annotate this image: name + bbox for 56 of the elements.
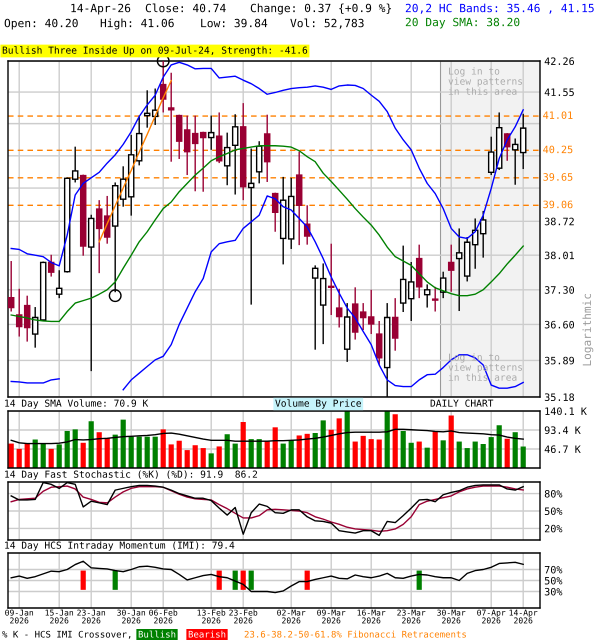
text: Bullish Three Inside Up on 09-Jul-24, Strength: -41.6	[2, 46, 308, 56]
y-tick-label: 93.4 K	[544, 426, 581, 434]
text: Change: 0.37 {+0.9 %}	[250, 4, 392, 14]
text: Close: 40.74	[146, 4, 226, 12]
x-tick-label: 06-Feb 2026	[149, 609, 178, 624]
x-tick-label: 23-Jan 2026	[77, 610, 106, 624]
x-tick-label: 14-Apr 2026	[510, 610, 538, 624]
chart-title: 14 Day SMA Volume: 70.9 K	[5, 399, 148, 409]
text: Volume By Price	[275, 399, 361, 409]
y-axis-title: Logarithmic	[582, 294, 594, 366]
x-tick-label: 13-Feb 2026	[198, 609, 226, 624]
y-tick-label: 41.55	[544, 88, 574, 96]
x-tick-label: 09-Mar 2026	[317, 610, 346, 624]
y-tick-label: 42.26	[544, 57, 574, 66]
text: Open: 40.20	[4, 18, 78, 30]
x-tick-label: 23-Feb 2026	[229, 609, 258, 624]
text: Vol: 52,783	[290, 18, 364, 29]
ref-line-label: 40.25	[543, 146, 572, 154]
text: 20,2 HC Bands: 35.46 , 41.15	[406, 4, 594, 14]
annotation: Log in to view patterns in this area	[448, 67, 522, 95]
y-tick-label: 50%	[544, 507, 562, 516]
y-tick-label: 50%	[544, 576, 562, 585]
text: 14-Apr-26	[71, 4, 130, 14]
x-tick-label: 30-Jan 2026	[117, 610, 146, 624]
ref-line-label: 41.01	[543, 111, 572, 119]
x-tick-label: 23-Mar 2026	[397, 610, 426, 624]
ref-line-label: 39.06	[543, 200, 573, 208]
x-tick-label: 09-Jan 2026	[5, 610, 34, 624]
text: Bearish	[188, 630, 226, 638]
y-tick-label: 80%	[544, 490, 562, 498]
y-tick-label: 36.60	[544, 320, 574, 329]
y-tick-label: 46.7 K	[544, 445, 581, 454]
y-tick-label: 38.01	[544, 252, 574, 260]
x-tick-label: 07-Apr 2026	[477, 610, 506, 624]
text: DAILY CHART	[430, 400, 494, 407]
chart-title: 14 Day HCS Intraday Momentum (IMI): 79.4	[5, 541, 234, 551]
y-tick-label: 70%	[544, 566, 562, 574]
y-tick-label: 140.1 K	[545, 407, 587, 416]
chart-title: 14 Day Fast Stochastic (%K) (%D): 91.9 86.2	[5, 470, 258, 480]
text: 20 Day SMA: 38.20	[406, 18, 520, 28]
x-tick-label: 02-Mar 2026	[277, 610, 306, 624]
y-tick-label: 37.30	[544, 286, 574, 294]
text: 23.6-38.2-50-61.8% Fibonacci Retracements	[244, 630, 466, 638]
text: High: 41.06	[100, 18, 174, 30]
text: Bullish	[138, 630, 176, 638]
y-tick-label: 35.18	[544, 393, 574, 402]
ref-line-label: 39.65	[543, 173, 572, 181]
x-tick-label: 16-Mar 2026	[358, 610, 386, 624]
text: Low: 39.84	[201, 18, 268, 28]
y-tick-label: 38.72	[544, 218, 574, 226]
x-tick-label: 15-Jan 2026	[46, 610, 74, 624]
y-tick-label: 35.89	[544, 356, 574, 364]
text: % K - HCS IMI Crossover,	[2, 630, 130, 639]
x-tick-label: 30-Mar 2026	[437, 610, 466, 624]
y-tick-label: 30%	[544, 588, 562, 596]
y-tick-label: 20%	[544, 524, 562, 532]
